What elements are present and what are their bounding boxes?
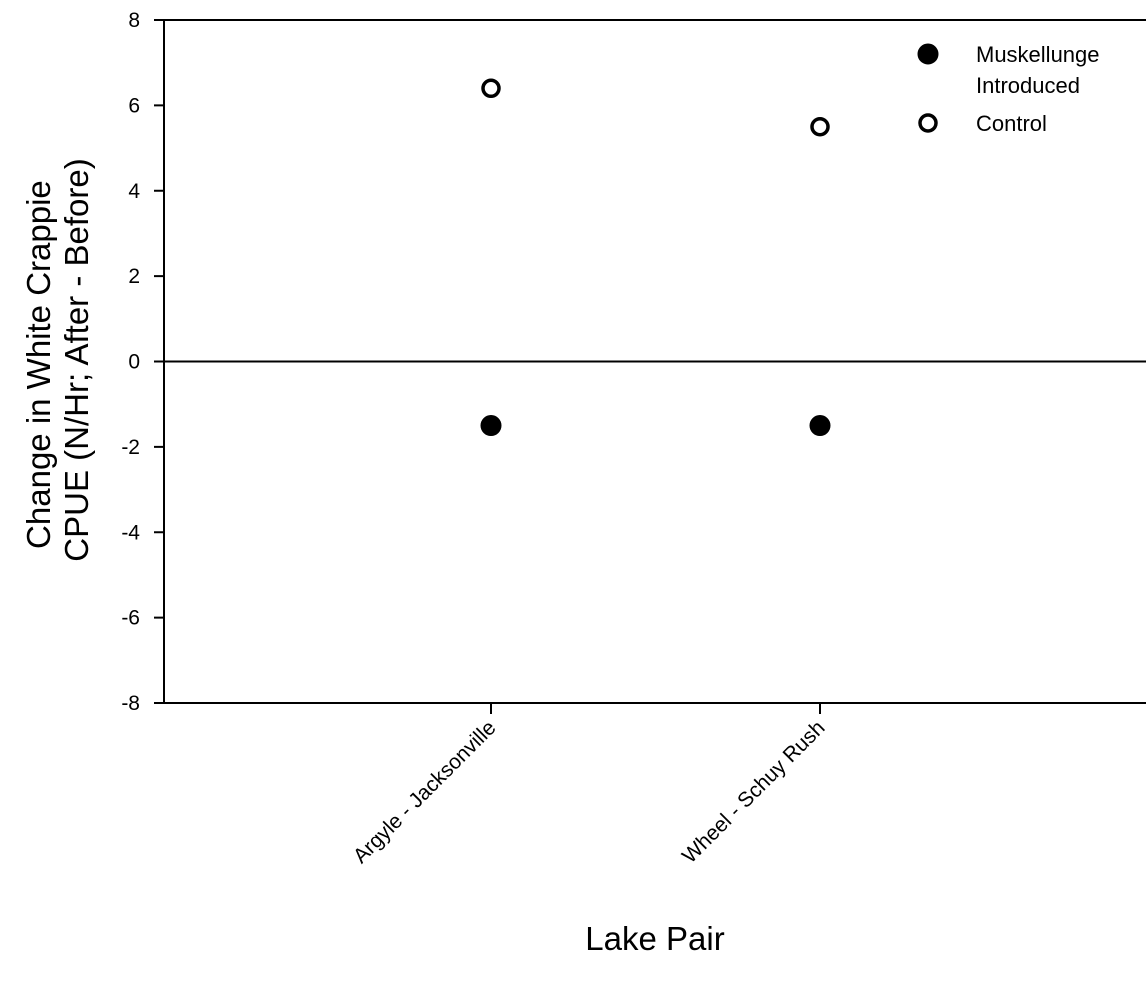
x-tick-label: Wheel - Schuy Rush: [678, 716, 830, 868]
muskellunge-point: [809, 415, 831, 437]
control-point: [810, 116, 830, 137]
legend-label: Control: [976, 111, 1047, 136]
y-tick-label: 8: [128, 9, 140, 32]
y-tick-label: -4: [121, 521, 140, 544]
y-tick-label: -8: [121, 692, 140, 715]
x-tick-labels: Argyle - Jacksonville Wheel - Schuy Rush: [349, 703, 830, 868]
y-axis-title-line-1: Change in White Crappie: [20, 180, 57, 549]
y-tick-label: -2: [121, 436, 140, 459]
y-tick-labels: -8 -6 -4 -2 0 2 4 6 8: [121, 9, 164, 715]
legend-label: Introduced: [976, 73, 1080, 98]
y-tick-label: 4: [128, 180, 140, 203]
y-tick-label: -6: [121, 607, 140, 630]
legend-marker-control: [918, 113, 938, 133]
x-tick-label: Argyle - Jacksonville: [349, 716, 501, 868]
legend-marker-muskellunge: [917, 43, 939, 65]
muskellunge-point: [480, 415, 502, 437]
data-points: [480, 78, 831, 437]
legend-label: Muskellunge: [976, 42, 1100, 67]
y-tick-label: 2: [128, 265, 140, 288]
x-axis-title: Lake Pair: [585, 920, 724, 957]
y-axis-title: Change in White Crappie CPUE (N/Hr; Afte…: [20, 158, 95, 561]
y-axis-title-line-2: CPUE (N/Hr; After - Before): [58, 158, 95, 561]
control-point: [481, 78, 501, 99]
y-tick-label: 0: [128, 351, 140, 374]
legend: Muskellunge Introduced Control: [917, 42, 1100, 136]
y-tick-label: 6: [128, 94, 140, 117]
